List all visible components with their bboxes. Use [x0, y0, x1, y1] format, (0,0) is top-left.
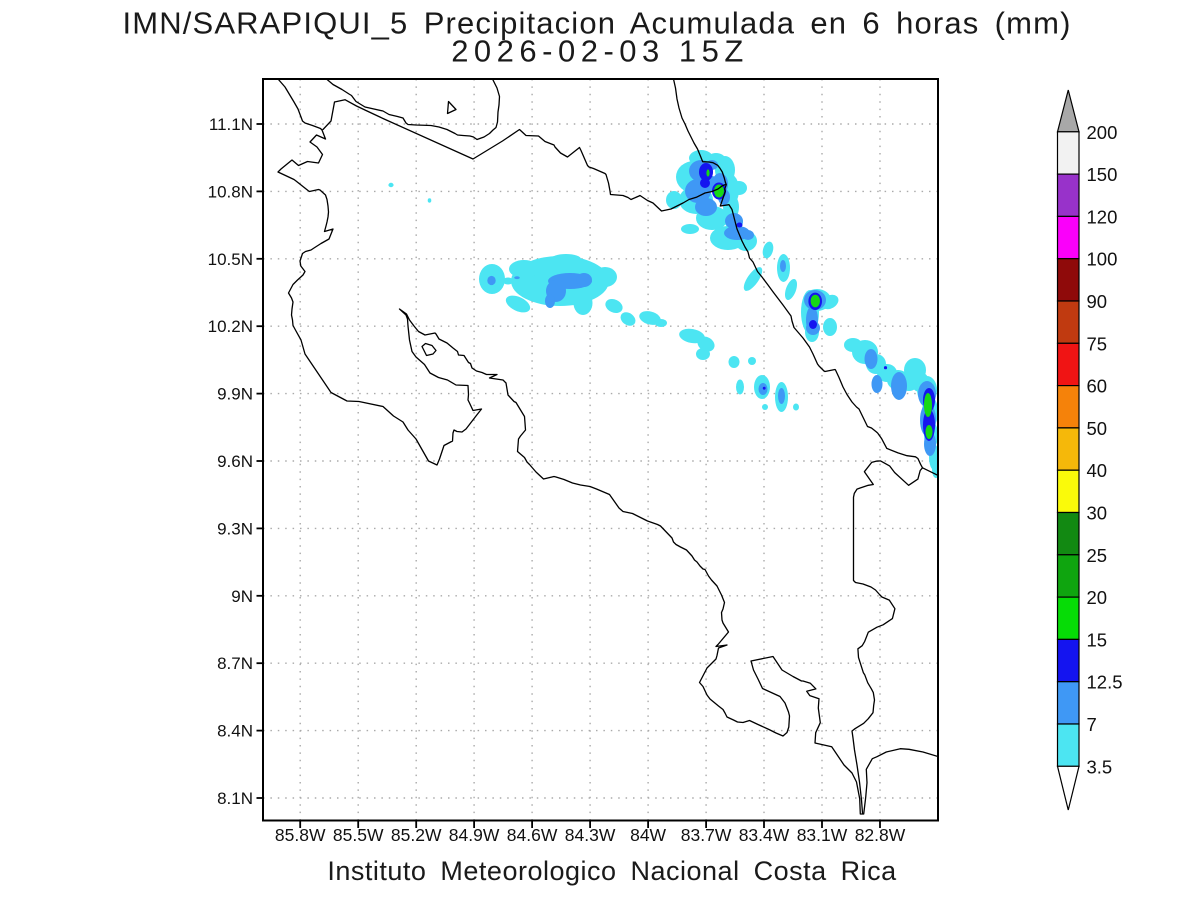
- svg-text:100: 100: [1087, 249, 1118, 270]
- svg-text:9.9N: 9.9N: [217, 385, 253, 404]
- svg-text:84.9W: 84.9W: [449, 825, 500, 845]
- svg-text:20: 20: [1087, 587, 1108, 608]
- svg-text:50: 50: [1087, 418, 1108, 439]
- svg-text:10.2N: 10.2N: [208, 317, 253, 336]
- svg-text:90: 90: [1087, 291, 1108, 312]
- svg-text:IMN/SARAPIQUI_5 Precipitacion: IMN/SARAPIQUI_5 Precipitacion Acumulada …: [122, 6, 1071, 41]
- svg-text:83.1W: 83.1W: [797, 825, 848, 845]
- svg-text:84.3W: 84.3W: [565, 825, 616, 845]
- svg-text:7: 7: [1087, 714, 1097, 735]
- svg-text:85.5W: 85.5W: [333, 825, 384, 845]
- svg-text:8.7N: 8.7N: [217, 654, 253, 673]
- svg-text:2026-02-03 15Z: 2026-02-03 15Z: [451, 34, 749, 69]
- svg-text:9.3N: 9.3N: [217, 519, 253, 538]
- svg-text:84W: 84W: [630, 825, 666, 845]
- svg-text:83.7W: 83.7W: [681, 825, 732, 845]
- svg-text:8.1N: 8.1N: [217, 789, 253, 808]
- svg-text:15: 15: [1087, 629, 1108, 650]
- svg-text:3.5: 3.5: [1087, 756, 1113, 777]
- svg-text:25: 25: [1087, 545, 1108, 566]
- svg-text:200: 200: [1087, 122, 1118, 143]
- svg-text:85.2W: 85.2W: [391, 825, 442, 845]
- svg-text:85.8W: 85.8W: [275, 825, 326, 845]
- svg-text:40: 40: [1087, 460, 1108, 481]
- svg-text:83.4W: 83.4W: [739, 825, 790, 845]
- svg-text:9.6N: 9.6N: [217, 452, 253, 471]
- svg-text:82.8W: 82.8W: [855, 825, 906, 845]
- svg-text:120: 120: [1087, 206, 1118, 227]
- svg-text:10.8N: 10.8N: [208, 182, 253, 201]
- svg-text:60: 60: [1087, 376, 1108, 397]
- svg-text:150: 150: [1087, 164, 1118, 185]
- svg-text:75: 75: [1087, 333, 1108, 354]
- svg-text:84.6W: 84.6W: [507, 825, 558, 845]
- svg-text:Instituto Meteorologico Nacion: Instituto Meteorologico Nacional Costa R…: [327, 856, 897, 886]
- svg-text:10.5N: 10.5N: [208, 250, 253, 269]
- svg-text:9N: 9N: [231, 587, 253, 606]
- svg-text:8.4N: 8.4N: [217, 722, 253, 741]
- svg-text:30: 30: [1087, 503, 1108, 524]
- svg-text:11.1N: 11.1N: [209, 115, 253, 134]
- svg-text:12.5: 12.5: [1087, 672, 1123, 693]
